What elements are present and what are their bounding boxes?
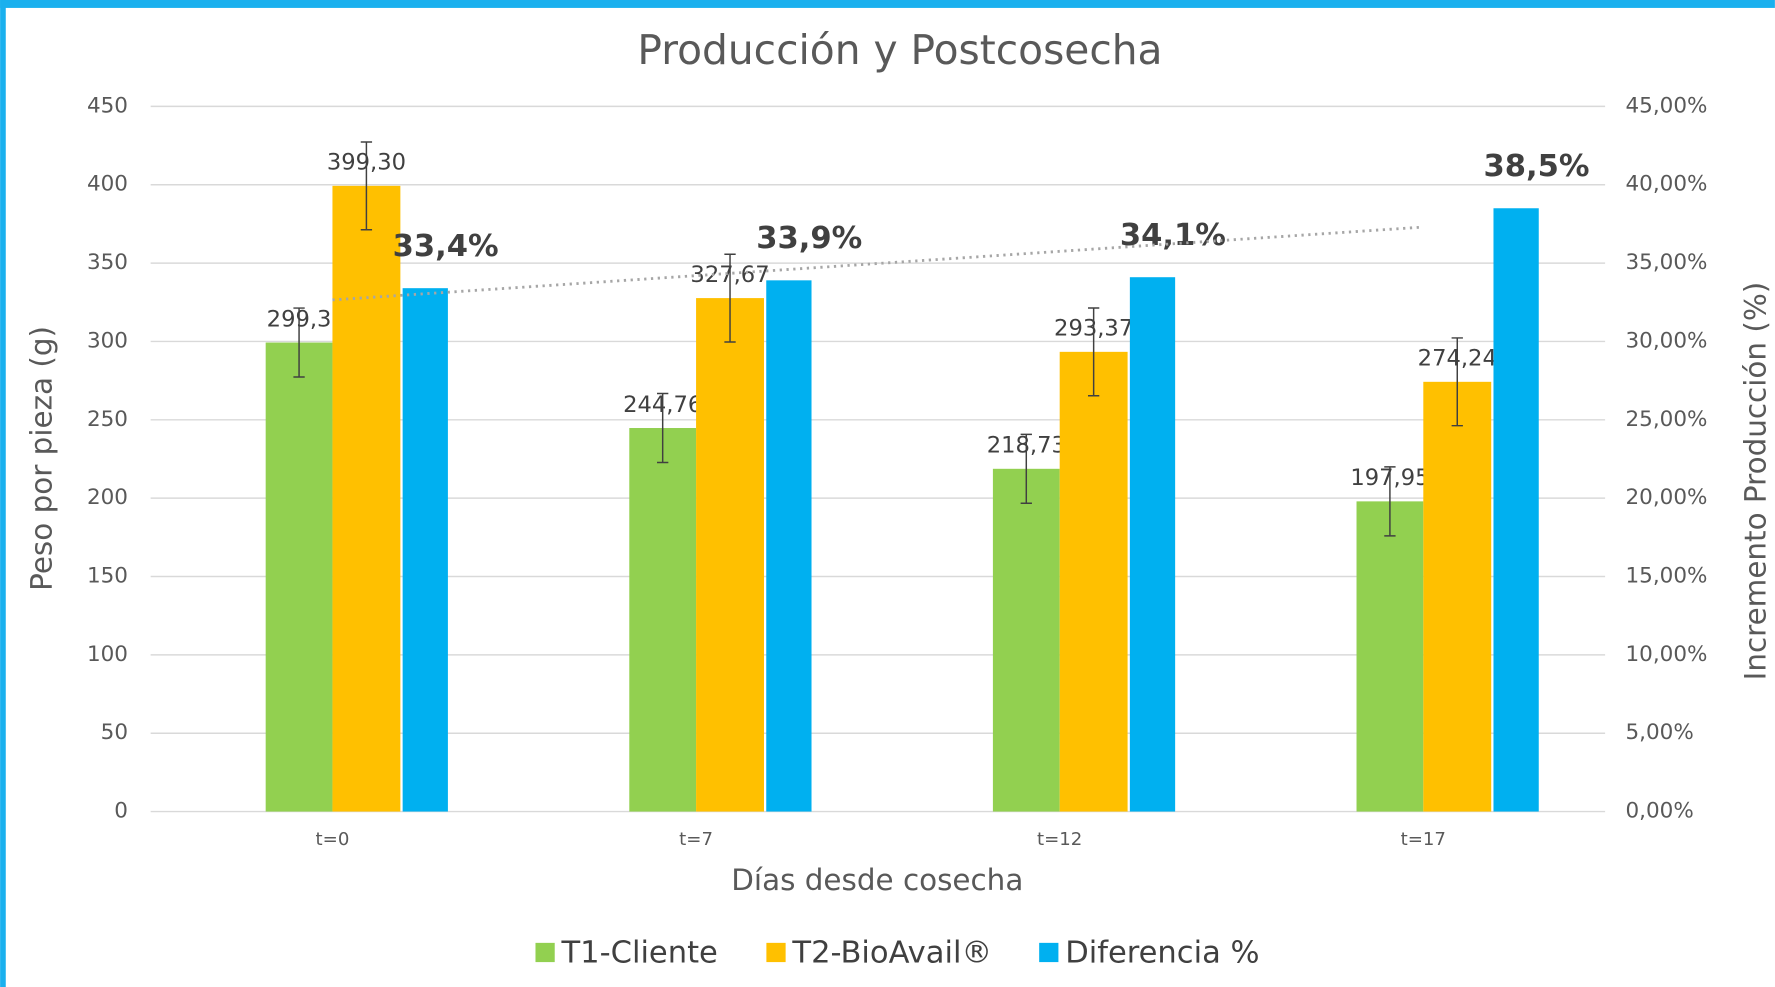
y-tick-label: 400 <box>87 172 128 197</box>
bar <box>1423 381 1492 812</box>
chart-title: Producción y Postcosecha <box>637 26 1162 74</box>
data-label: 299,3 <box>267 306 332 332</box>
bar <box>766 280 812 812</box>
frame-left <box>0 0 6 987</box>
error-bar <box>293 307 305 378</box>
legend-label: T1-Cliente <box>561 936 718 971</box>
y2-tick-label: 20,00% <box>1625 485 1707 510</box>
y2-tick-label: 35,00% <box>1625 250 1707 275</box>
data-label: 197,95 <box>1350 465 1429 491</box>
bar <box>332 185 401 812</box>
trendline <box>332 225 1424 302</box>
y-tick-label: 250 <box>87 407 128 432</box>
y-tick-label: 300 <box>87 328 128 353</box>
legend-label: T2-BioAvail® <box>791 936 992 971</box>
y2-tick-label: 45,00% <box>1625 93 1707 118</box>
error-bar <box>657 392 669 464</box>
legend-label: Diferencia % <box>1065 936 1259 971</box>
y2-tick-label: 5,00% <box>1625 720 1693 745</box>
y2-tick-label: 10,00% <box>1625 642 1707 667</box>
data-label: 33,4% <box>393 229 499 264</box>
y2-tick-label: 0,00% <box>1625 799 1693 824</box>
bar <box>1059 351 1128 812</box>
y-tick-label: 150 <box>87 564 128 589</box>
y2-tick-label: 25,00% <box>1625 407 1707 432</box>
y2-tick-label: 40,00% <box>1625 172 1707 197</box>
bar <box>1129 277 1176 812</box>
bar <box>265 342 333 812</box>
y2-tick-label: 15,00% <box>1625 564 1707 589</box>
y-tick-label: 450 <box>87 93 128 118</box>
data-label: 34,1% <box>1120 218 1226 253</box>
x-axis-label: Días desde cosecha <box>731 863 1023 897</box>
data-label: 399,30 <box>327 150 406 176</box>
bar <box>629 428 697 812</box>
data-label: 327,67 <box>690 262 769 288</box>
data-label: 244,76 <box>623 392 702 418</box>
y-axis-label: Peso por pieza (g) <box>25 326 59 591</box>
bar <box>1493 208 1539 812</box>
frame-top <box>0 0 1775 8</box>
x-tick-label: t=17 <box>1401 829 1446 850</box>
y-tick-label: 200 <box>87 485 128 510</box>
legend-swatch <box>766 942 786 963</box>
bar <box>1356 501 1424 812</box>
y2-axis-label: Incremento Producción (%) <box>1738 282 1772 681</box>
data-label: 33,9% <box>756 221 862 256</box>
legend-swatch <box>1039 942 1059 963</box>
bar <box>696 298 764 812</box>
data-label: 274,24 <box>1418 346 1497 372</box>
error-bar <box>1384 466 1396 537</box>
error-bar <box>1087 307 1100 397</box>
data-label: 218,73 <box>987 433 1066 459</box>
bar <box>402 288 448 812</box>
data-label: 38,5% <box>1483 149 1589 184</box>
y-tick-label: 0 <box>114 799 128 824</box>
bar <box>992 468 1060 812</box>
data-label: 293,37 <box>1054 316 1133 342</box>
error-bar <box>1020 433 1032 505</box>
x-tick-label: t=12 <box>1037 829 1082 850</box>
error-bar <box>360 141 373 231</box>
error-bar <box>724 253 736 343</box>
legend-swatch <box>535 942 555 963</box>
x-tick-label: t=7 <box>679 829 713 850</box>
y-tick-label: 350 <box>87 250 128 275</box>
y-tick-label: 50 <box>101 720 128 745</box>
error-bar <box>1451 337 1463 427</box>
y-tick-label: 100 <box>87 642 128 667</box>
x-tick-label: t=0 <box>316 829 350 850</box>
y2-tick-label: 30,00% <box>1625 328 1707 353</box>
